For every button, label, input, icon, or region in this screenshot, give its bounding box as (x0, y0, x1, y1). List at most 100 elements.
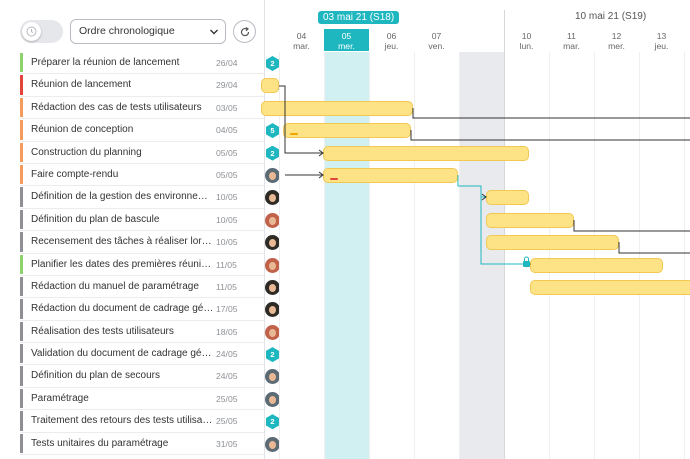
status-indicator (20, 164, 23, 185)
assignee[interactable]: 5 (266, 123, 279, 139)
assignee[interactable] (265, 235, 280, 251)
task-date: 03/05 (216, 102, 238, 113)
task-bar[interactable] (530, 280, 690, 295)
day-of-week: jeu. (654, 41, 669, 51)
task-name: Réunion de conception (31, 124, 134, 136)
status-indicator (20, 254, 23, 274)
day-header: 10 lun. (504, 31, 549, 51)
status-indicator (20, 232, 23, 252)
dependency-links (279, 85, 690, 268)
day-header: 13 jeu. (639, 31, 684, 51)
assignee[interactable] (265, 190, 280, 206)
task-row[interactable]: Réunion de conception 04/05 5 (20, 119, 279, 142)
task-row[interactable]: Définition du plan de bascule 10/05 (20, 209, 280, 232)
assignee[interactable] (265, 279, 280, 295)
assignee[interactable] (265, 302, 280, 318)
day-number: 05 (341, 31, 352, 41)
day-header: 06 jeu. (369, 31, 414, 51)
task-row[interactable]: Définition de la gestion des environneme… (20, 186, 280, 209)
assignee-count-badge: 2 (266, 414, 279, 430)
task-name: Construction du planning (31, 146, 142, 158)
week-separator (504, 10, 505, 52)
refresh-button[interactable] (233, 20, 256, 43)
dependency-link (279, 85, 323, 154)
task-row[interactable]: Construction du planning 05/05 2 (20, 142, 279, 164)
task-bar[interactable] (530, 257, 663, 273)
assignee-count-badge: 2 (266, 347, 279, 363)
sort-select[interactable]: Ordre chronologique (70, 19, 226, 44)
day-header: 11 mar. (549, 31, 594, 51)
gantt-chart: 04 mar. 05 mer. 06 jeu. 07 ven. 10 lun. 11 mar. 12 me… (261, 0, 690, 459)
task-row[interactable]: Traitement des retours des tests utilisa… (20, 410, 279, 433)
task-row[interactable]: Rédaction des cas de tests utilisateurs 0… (20, 97, 280, 120)
task-row[interactable]: Rédaction du document de cadrage général… (20, 298, 280, 321)
toolbar: Ordre chronologique (0, 0, 264, 52)
assignee[interactable] (265, 436, 280, 452)
task-bar[interactable] (261, 78, 279, 94)
status-indicator (20, 97, 23, 118)
assignee[interactable]: 2 (266, 145, 279, 161)
day-column (324, 52, 369, 459)
refresh-icon (240, 27, 250, 37)
task-row[interactable]: Planifier les dates des premières réunio… (20, 254, 280, 276)
task-row[interactable]: Tests unitaires du paramétrage 31/05 (20, 433, 280, 456)
day-of-week: mar. (563, 41, 580, 51)
task-date: 10/05 (216, 214, 238, 225)
assignee[interactable] (265, 212, 280, 228)
status-indicator (20, 321, 23, 342)
bar-marker (330, 178, 338, 180)
task-row[interactable]: Recensement des tâches à réaliser lors d… (20, 231, 280, 254)
week-label: 03 mai 21 (S18) (318, 11, 400, 24)
day-header: 04 mar. (279, 31, 324, 51)
task-date: 29/04 (216, 80, 238, 91)
day-of-week: ven. (428, 41, 445, 51)
avatar (265, 279, 280, 295)
task-name: Définition du plan de bascule (31, 213, 160, 225)
task-row[interactable]: Préparer la réunion de lancement 26/04 2 (20, 52, 279, 75)
assignee-count-badge: 2 (266, 56, 279, 71)
avatar (265, 391, 280, 407)
status-indicator (20, 209, 23, 230)
day-header: 07 ven. (414, 31, 459, 51)
task-row[interactable]: Rédaction du manuel de paramétrage 11/05 (20, 276, 280, 299)
task-date: 18/05 (216, 326, 238, 337)
status-indicator (20, 276, 23, 297)
toggle-knob (22, 22, 41, 41)
task-row[interactable]: Définition du plan de secours 24/05 (20, 365, 280, 388)
assignee[interactable] (265, 257, 280, 273)
task-bar[interactable] (323, 168, 458, 183)
day-column (594, 52, 639, 459)
avatar (265, 257, 280, 273)
task-date: 31/05 (216, 438, 238, 449)
assignee[interactable] (265, 167, 280, 183)
task-name: Paramétrage (31, 392, 89, 404)
task-date: 26/04 (216, 58, 238, 68)
assignee[interactable]: 2 (266, 56, 279, 71)
task-date: 05/05 (216, 147, 238, 158)
task-row[interactable]: Réalisation des tests utilisateurs 18/05 (20, 321, 280, 344)
task-name: Faire compte-rendu (31, 168, 119, 180)
assignee[interactable]: 2 (266, 414, 279, 430)
avatar (265, 436, 280, 452)
dependency-link (480, 197, 530, 265)
status-indicator (20, 75, 23, 95)
assignee[interactable] (265, 324, 280, 340)
task-row[interactable]: Faire compte-rendu 05/05 (20, 164, 280, 187)
day-header: 12 mer. (594, 31, 639, 51)
task-row[interactable]: Paramétrage 25/05 (20, 388, 280, 411)
dependency-link (412, 108, 690, 119)
assignee[interactable] (265, 369, 280, 385)
task-name: Planifier les dates des premières réunio… (31, 258, 214, 270)
link-arrow (318, 171, 324, 179)
task-date: 05/05 (216, 169, 238, 180)
assignee[interactable] (265, 391, 280, 407)
avatar (265, 302, 280, 318)
task-date: 11/05 (216, 259, 237, 270)
task-bar[interactable] (486, 190, 529, 206)
day-of-week: mar. (293, 41, 310, 51)
assignee[interactable]: 2 (266, 347, 279, 363)
task-row[interactable]: Validation du document de cadrage généra… (20, 343, 279, 366)
timeline-toggle[interactable] (20, 20, 63, 43)
